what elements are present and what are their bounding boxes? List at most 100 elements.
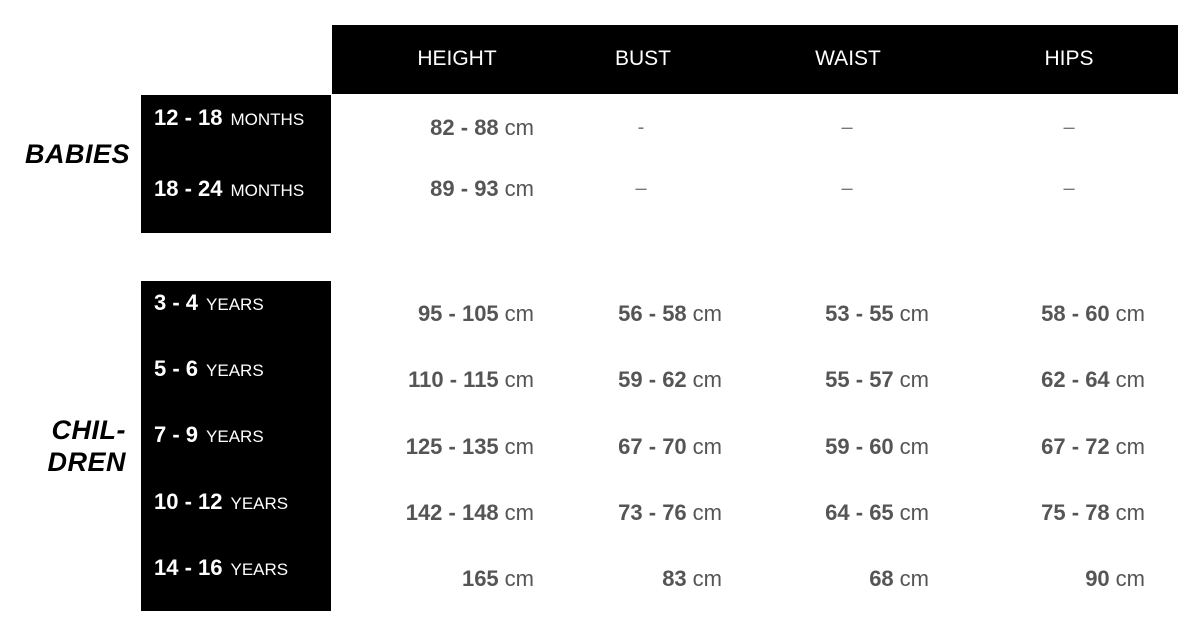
waist-value: 64 - 65 cm <box>825 500 929 526</box>
hips-value-number: 58 - 60 <box>1041 301 1110 326</box>
height-value-number: 95 - 105 <box>417 301 499 326</box>
waist-value-unit: cm <box>899 500 929 525</box>
age-range: 3 - 4 <box>154 290 199 315</box>
waist-value: 59 - 60 cm <box>825 434 929 460</box>
height-value-unit: cm <box>504 115 534 140</box>
height-value: 165 cm <box>462 566 534 592</box>
age-range: 14 - 16 <box>154 555 223 580</box>
height-value: 125 - 135 cm <box>406 434 534 460</box>
age-unit: YEARS <box>230 494 289 513</box>
waist-value: 68 cm <box>869 566 929 592</box>
height-value-number: 110 - 115 <box>408 367 499 392</box>
age-range: 10 - 12 <box>154 489 223 514</box>
height-value: 110 - 115 cm <box>408 367 534 393</box>
waist-value: – <box>841 116 853 139</box>
waist-value-unit: cm <box>899 301 929 326</box>
hips-value: 62 - 64 cm <box>1041 367 1145 393</box>
height-value-number: 142 - 148 <box>405 500 499 525</box>
age-unit: MONTHS <box>230 181 305 200</box>
height-value-unit: cm <box>504 367 534 392</box>
hips-value-unit: cm <box>1115 566 1145 591</box>
bust-value-unit: cm <box>692 500 722 525</box>
age-range-label: 10 - 12 YEARS <box>154 489 288 515</box>
height-value-unit: cm <box>504 500 534 525</box>
age-range-label: 18 - 24 MONTHS <box>154 176 304 202</box>
waist-value-number: 64 - 65 <box>825 500 894 525</box>
column-header-hips: HIPS <box>1044 47 1094 70</box>
bust-value-unit: cm <box>692 301 722 326</box>
bust-value: 73 - 76 cm <box>618 500 722 526</box>
hips-value-number: 62 - 64 <box>1041 367 1110 392</box>
hips-value: – <box>1063 177 1075 200</box>
height-value: 142 - 148 cm <box>406 500 534 526</box>
bust-value-number: 83 <box>662 566 687 591</box>
height-value-number: 165 <box>461 566 499 591</box>
waist-value: – <box>841 177 853 200</box>
hips-value-number: 90 <box>1085 566 1110 591</box>
hips-value-unit: cm <box>1115 500 1145 525</box>
age-range-label: 14 - 16 YEARS <box>154 555 288 581</box>
babies-age-column: 12 - 18 MONTHS 18 - 24 MONTHS <box>141 95 331 233</box>
waist-value: 55 - 57 cm <box>825 367 929 393</box>
height-value-unit: cm <box>504 434 534 459</box>
bust-value-number: 56 - 58 <box>618 301 687 326</box>
age-unit: MONTHS <box>230 110 305 129</box>
age-unit: YEARS <box>230 560 289 579</box>
age-range-label: 5 - 6 YEARS <box>154 356 264 382</box>
age-range-label: 7 - 9 YEARS <box>154 422 264 448</box>
bust-value-unit: cm <box>692 434 722 459</box>
hips-value-unit: cm <box>1115 367 1145 392</box>
hips-value: – <box>1063 116 1075 139</box>
category-children: CHIL- DREN <box>10 414 126 478</box>
bust-value: - <box>637 116 645 139</box>
waist-value-number: 68 <box>869 566 894 591</box>
hips-value: 67 - 72 cm <box>1041 434 1145 460</box>
bust-value: 83 cm <box>662 566 722 592</box>
bust-value-number: 59 - 62 <box>618 367 687 392</box>
waist-value-number: 59 - 60 <box>825 434 894 459</box>
age-range-label: 12 - 18 MONTHS <box>154 105 304 131</box>
waist-value-number: 53 - 55 <box>825 301 894 326</box>
age-unit: YEARS <box>206 427 264 446</box>
category-babies: BABIES <box>24 139 130 169</box>
height-value: 95 - 105 cm <box>418 301 534 327</box>
bust-value: 56 - 58 cm <box>618 301 722 327</box>
column-header-waist: WAIST <box>815 47 881 70</box>
bust-value: 59 - 62 cm <box>618 367 722 393</box>
age-unit: YEARS <box>206 295 264 314</box>
hips-value-unit: cm <box>1115 434 1145 459</box>
age-range: 18 - 24 <box>154 176 223 201</box>
height-value-number: 89 - 93 <box>430 176 499 201</box>
height-value: 89 - 93 cm <box>430 176 534 202</box>
bust-value-number: 67 - 70 <box>618 434 687 459</box>
bust-value-number: 73 - 76 <box>618 500 687 525</box>
children-age-column: 3 - 4 YEARS 5 - 6 YEARS 7 - 9 YEARS 10 - 12 YEA… <box>141 281 331 611</box>
bust-value-unit: cm <box>692 367 722 392</box>
hips-value-unit: cm <box>1115 301 1145 326</box>
column-header-height: HEIGHT <box>417 47 497 70</box>
height-value-unit: cm <box>504 566 534 591</box>
hips-value: 58 - 60 cm <box>1041 301 1145 327</box>
height-value-unit: cm <box>504 301 534 326</box>
category-children-line2: DREN <box>47 447 126 477</box>
waist-value-unit: cm <box>899 367 929 392</box>
category-children-line1: CHIL- <box>51 415 126 445</box>
hips-value: 75 - 78 cm <box>1041 500 1145 526</box>
height-value-number: 82 - 88 <box>430 115 499 140</box>
bust-value: – <box>635 177 647 200</box>
waist-value-unit: cm <box>899 434 929 459</box>
age-range: 7 - 9 <box>154 422 199 447</box>
bust-value-unit: cm <box>692 566 722 591</box>
waist-value-unit: cm <box>899 566 929 591</box>
age-unit: YEARS <box>206 361 264 380</box>
age-range: 5 - 6 <box>154 356 199 381</box>
column-header-bust: BUST <box>614 47 672 70</box>
hips-value: 90 cm <box>1085 566 1145 592</box>
bust-value: 67 - 70 cm <box>618 434 722 460</box>
age-range: 12 - 18 <box>154 105 223 130</box>
age-range-label: 3 - 4 YEARS <box>154 290 264 316</box>
height-value: 82 - 88 cm <box>430 115 534 141</box>
waist-value-number: 55 - 57 <box>825 367 894 392</box>
height-value-number: 125 - 135 <box>405 434 499 459</box>
waist-value: 53 - 55 cm <box>825 301 929 327</box>
